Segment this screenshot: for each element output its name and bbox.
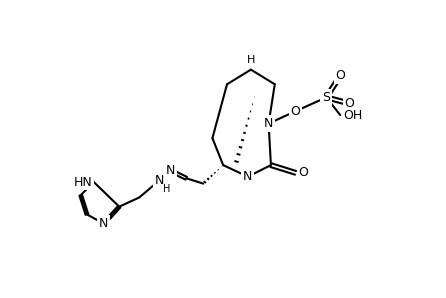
Text: O: O xyxy=(335,69,345,82)
Text: O: O xyxy=(299,166,309,179)
Text: O: O xyxy=(344,97,355,110)
Text: O: O xyxy=(291,105,301,118)
Text: N: N xyxy=(165,164,175,177)
Text: H: H xyxy=(163,184,170,194)
Text: N: N xyxy=(264,117,273,130)
Text: OH: OH xyxy=(343,108,363,122)
Text: HN: HN xyxy=(74,176,92,189)
Text: N: N xyxy=(99,217,108,230)
Text: N: N xyxy=(243,170,252,183)
Text: N: N xyxy=(155,174,164,187)
Text: S: S xyxy=(322,91,330,104)
Text: H: H xyxy=(247,55,255,65)
